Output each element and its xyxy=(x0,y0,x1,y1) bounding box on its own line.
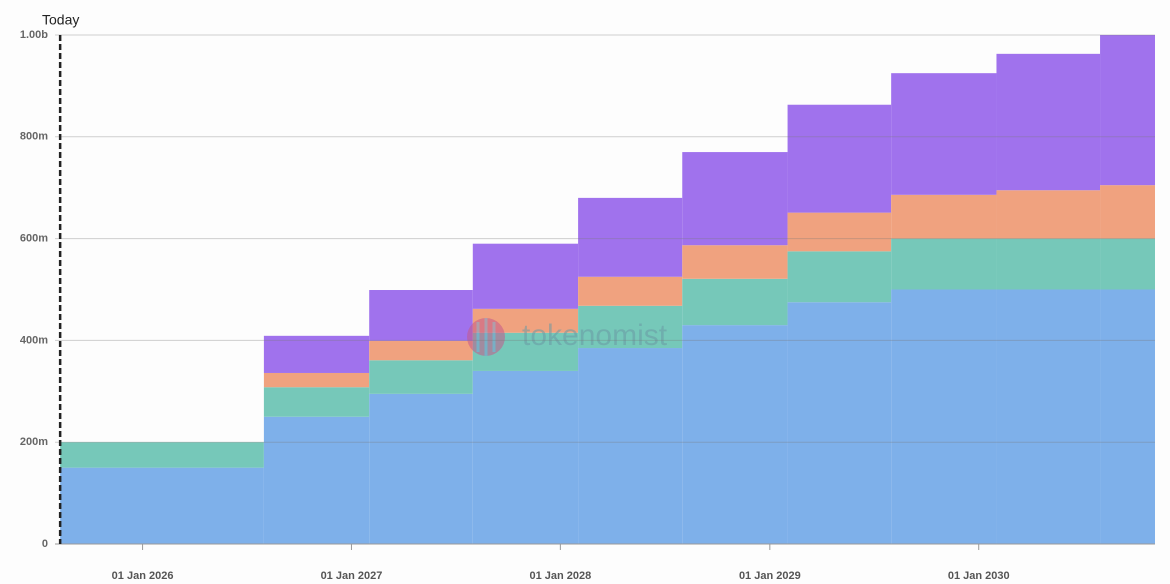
y-tick-label: 800m xyxy=(20,131,48,143)
area-step xyxy=(263,387,370,417)
area-step xyxy=(263,372,370,388)
area-step xyxy=(1100,35,1155,186)
area-step xyxy=(578,305,683,349)
x-tick-label: 01 Jan 2026 xyxy=(112,570,174,582)
area-step xyxy=(1100,238,1155,290)
area-step xyxy=(787,302,892,544)
area-step xyxy=(787,251,892,303)
today-label: Today xyxy=(42,12,79,28)
area-step xyxy=(682,325,788,544)
area-step xyxy=(369,340,473,361)
area-step xyxy=(682,152,788,246)
area-step xyxy=(60,467,264,544)
area-step xyxy=(682,245,788,279)
area-step xyxy=(787,212,892,252)
area-step xyxy=(891,238,997,290)
y-tick-label: 600m xyxy=(20,233,48,245)
watermark: tokenomist xyxy=(522,319,668,352)
area-step xyxy=(472,243,579,309)
watermark-group: tokenomist xyxy=(467,318,668,356)
area-step xyxy=(369,290,473,341)
area-step xyxy=(1100,289,1155,544)
y-tick-label: 400m xyxy=(20,334,48,346)
area-step xyxy=(787,104,892,213)
y-tick-label: 200m xyxy=(20,436,48,448)
area-step xyxy=(682,278,788,326)
area-step xyxy=(263,416,370,544)
area-step xyxy=(369,360,473,394)
x-tick-label: 01 Jan 2029 xyxy=(739,570,801,582)
x-tick-label: 01 Jan 2028 xyxy=(529,570,591,582)
area-step xyxy=(996,190,1101,239)
area-step xyxy=(578,276,683,306)
area-step xyxy=(891,194,997,239)
x-tick-label: 01 Jan 2027 xyxy=(321,570,383,582)
area-step xyxy=(578,197,683,277)
y-tick-label: 1.00b xyxy=(20,29,48,41)
watermark-logo-bars xyxy=(476,318,496,356)
area-step xyxy=(472,370,579,544)
area-step xyxy=(1100,185,1155,239)
area-step xyxy=(996,53,1101,191)
area-step xyxy=(996,289,1101,544)
area-step xyxy=(891,73,997,195)
area-step xyxy=(891,289,997,544)
area-step xyxy=(578,348,683,544)
area-step xyxy=(263,335,370,373)
area-step xyxy=(369,393,473,544)
areas xyxy=(60,35,1155,544)
area-step xyxy=(60,442,264,468)
x-tick-label: 01 Jan 2030 xyxy=(948,570,1010,582)
area-step xyxy=(996,238,1101,290)
y-tick-label: 0 xyxy=(42,538,48,550)
